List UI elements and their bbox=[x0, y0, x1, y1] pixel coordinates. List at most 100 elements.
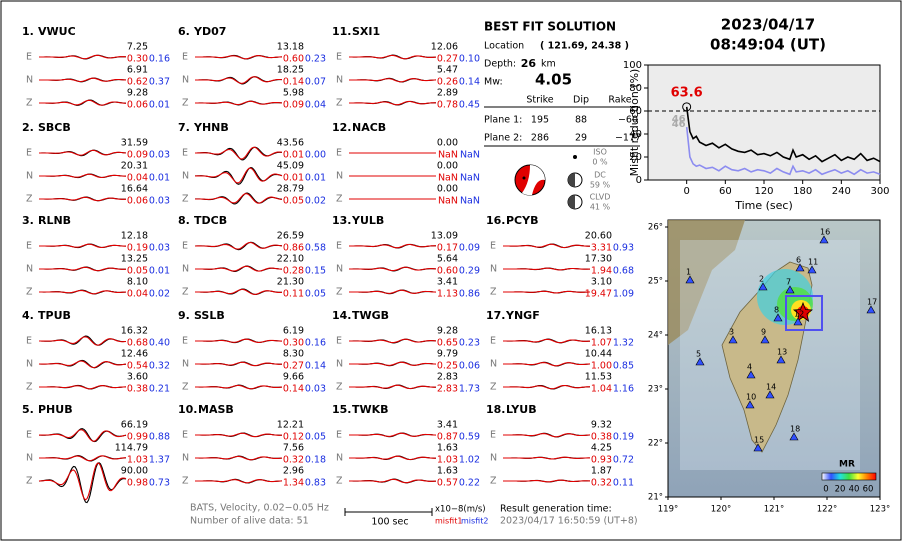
amplitude: 20.60 bbox=[585, 231, 612, 242]
component: E bbox=[490, 336, 496, 347]
waveform-synthetic bbox=[503, 290, 590, 294]
misfit1-legend: misfit1 bbox=[435, 517, 462, 526]
component: Z bbox=[336, 382, 343, 393]
component: N bbox=[26, 75, 33, 86]
station-number: 7. bbox=[178, 121, 190, 134]
misfit2: 0.29 bbox=[459, 266, 480, 277]
waveform-synthetic bbox=[503, 338, 591, 344]
amplitude: 114.79 bbox=[115, 443, 148, 454]
waveform-synthetic bbox=[39, 99, 127, 106]
filter-info: BATS, Velocity, 0.02−0.05 Hz bbox=[190, 503, 329, 514]
component: E bbox=[26, 241, 32, 252]
waveform-synthetic bbox=[349, 78, 437, 83]
misfit2: 0.11 bbox=[613, 478, 634, 489]
amplitude: 1.63 bbox=[437, 466, 458, 477]
y-tick-label: 60 bbox=[629, 106, 642, 117]
waveform-synthetic bbox=[503, 362, 591, 367]
misfit1: 0.60 bbox=[437, 266, 458, 277]
misfit2: 0.01 bbox=[149, 173, 170, 184]
amplitude: 9.79 bbox=[437, 349, 458, 360]
colorbar-tick: 60 bbox=[863, 485, 874, 495]
component: Z bbox=[26, 382, 33, 393]
misfit1: 1.13 bbox=[437, 289, 458, 300]
misfit1: NaN bbox=[438, 150, 458, 161]
station-name: YHNB bbox=[193, 121, 229, 134]
amplitude: 6.19 bbox=[283, 326, 304, 337]
station-name: SXI1 bbox=[352, 25, 380, 38]
amplitude: 5.98 bbox=[283, 88, 304, 99]
misfit1: 0.93 bbox=[591, 455, 612, 466]
station-number: 2. bbox=[22, 121, 34, 134]
amplitude: 31.59 bbox=[121, 138, 148, 149]
waveform-synthetic bbox=[39, 54, 127, 60]
component: Z bbox=[182, 287, 189, 298]
colorbar-title: MR bbox=[839, 460, 855, 470]
misfit1: NaN bbox=[438, 196, 458, 207]
station-name: TDCB bbox=[194, 214, 227, 227]
unit-label: x10−8(m/s) bbox=[435, 505, 486, 515]
misfit2: 0.09 bbox=[459, 243, 480, 254]
plane-value: 195 bbox=[531, 115, 549, 126]
waveform-synthetic bbox=[195, 361, 282, 367]
plane-value: 286 bbox=[531, 133, 549, 144]
station-label: 18 bbox=[790, 425, 800, 434]
station-marker bbox=[819, 235, 829, 244]
station-label: 3 bbox=[729, 328, 734, 337]
amplitude: 10.44 bbox=[585, 349, 612, 360]
component: N bbox=[336, 264, 343, 275]
misfit2: 0.14 bbox=[305, 361, 326, 372]
waveform-synthetic bbox=[39, 243, 127, 249]
mw-value: 4.05 bbox=[535, 71, 572, 89]
misfit2: 0.16 bbox=[305, 338, 326, 349]
amplitude: 12.46 bbox=[121, 349, 148, 360]
station-label: 12 bbox=[794, 310, 804, 319]
station-number: 11. bbox=[332, 25, 352, 38]
comp-name: CLVD bbox=[590, 193, 611, 202]
waveform-synthetic bbox=[349, 432, 437, 437]
amplitude: 11.53 bbox=[585, 372, 612, 383]
misfit2: 0.72 bbox=[613, 455, 634, 466]
station-marker bbox=[789, 432, 799, 441]
amplitude: 9.28 bbox=[437, 326, 458, 337]
station-number: 6. bbox=[178, 25, 190, 38]
y-tick-label: 80 bbox=[629, 83, 642, 94]
component: E bbox=[490, 430, 496, 441]
comp-ball-fill bbox=[568, 195, 575, 209]
component: E bbox=[336, 148, 342, 159]
amplitude: 7.56 bbox=[283, 443, 304, 454]
waveform-synthetic bbox=[195, 288, 283, 295]
amplitude: 12.18 bbox=[121, 231, 148, 242]
x-tick-label: 120 bbox=[754, 186, 773, 197]
misfit1: 0.30 bbox=[283, 338, 304, 349]
station-number: 4. bbox=[22, 309, 34, 322]
annotation: 46 bbox=[672, 114, 686, 125]
beachball-dot bbox=[522, 176, 526, 180]
station-marker bbox=[753, 443, 763, 452]
component: N bbox=[182, 171, 189, 182]
component: E bbox=[26, 52, 32, 63]
misfit1: 1.00 bbox=[591, 361, 612, 372]
misfit1: 0.06 bbox=[127, 196, 148, 207]
amplitude: 20.31 bbox=[121, 161, 148, 172]
depth-value: 26 bbox=[521, 57, 537, 70]
depth-label: Depth: bbox=[484, 59, 516, 70]
component: Z bbox=[490, 382, 497, 393]
colorbar bbox=[821, 472, 877, 481]
amplitude: 1.87 bbox=[591, 466, 612, 477]
generation-time: 2023/04/17 16:50:59 (UT+8) bbox=[500, 516, 638, 527]
component: Z bbox=[336, 287, 343, 298]
misfit1: 0.65 bbox=[437, 338, 458, 349]
amplitude: 3.60 bbox=[127, 372, 148, 383]
waveform-synthetic bbox=[195, 455, 283, 461]
waveform-synthetic bbox=[39, 455, 126, 462]
colorbar-tick: 0 bbox=[823, 485, 828, 495]
component: N bbox=[182, 359, 189, 370]
x-tick-label: 240 bbox=[832, 186, 851, 197]
waveform-synthetic bbox=[195, 338, 282, 343]
plane-value: 29 bbox=[575, 133, 587, 144]
waveform-synthetic bbox=[195, 432, 282, 438]
component: Z bbox=[490, 287, 497, 298]
misfit1: 0.38 bbox=[127, 384, 148, 395]
component: Z bbox=[336, 476, 343, 487]
